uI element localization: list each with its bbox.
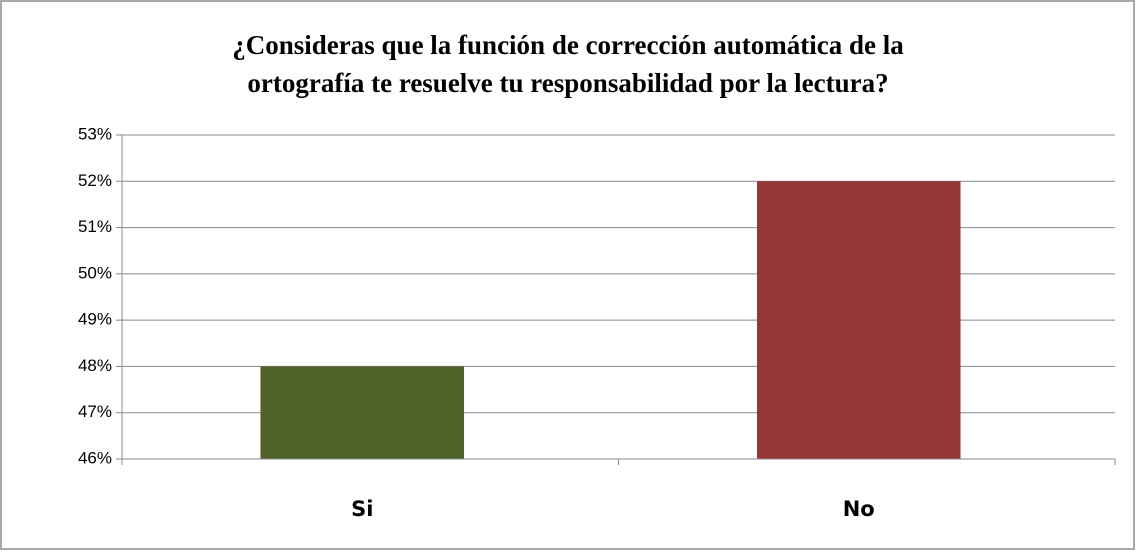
y-tick-label: 51% [78, 217, 112, 236]
x-tick-label: Si [351, 497, 373, 521]
chart-title: ortografía te resuelve tu responsabilida… [247, 68, 888, 98]
y-tick-label: 52% [78, 171, 112, 190]
y-tick-label: 46% [78, 448, 112, 467]
x-tick-label: No [843, 497, 875, 521]
y-tick-label: 50% [78, 263, 112, 282]
chart-title: ¿Consideras que la función de corrección… [232, 30, 904, 60]
y-tick-label: 47% [78, 402, 112, 421]
bar [260, 366, 465, 459]
y-tick-label: 53% [78, 124, 112, 143]
y-tick-label: 49% [78, 310, 112, 329]
bar [756, 181, 961, 460]
y-tick-label: 48% [78, 356, 112, 375]
